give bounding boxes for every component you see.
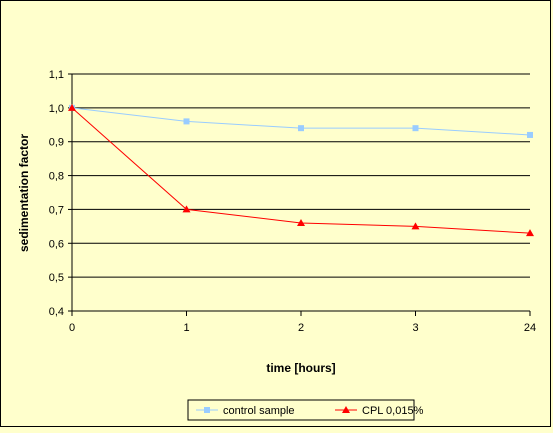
y-axis-title: sedimentation factor	[17, 134, 31, 252]
legend-box	[187, 399, 415, 421]
data-point-triangle	[68, 103, 76, 111]
data-point-square	[527, 131, 533, 138]
legend: control sample CPL 0,015%	[187, 399, 424, 421]
data-point-square	[204, 407, 210, 413]
data-point-square	[412, 125, 419, 132]
legend-label: control sample	[223, 405, 295, 417]
data-point-triangle	[526, 229, 534, 237]
plot-area	[72, 74, 530, 311]
y-tick-label: 0,5	[49, 272, 64, 284]
data-point-square	[183, 118, 190, 125]
y-tick-label: 1,1	[49, 69, 64, 81]
data-point-triangle	[182, 205, 191, 213]
y-tick-label: 0,9	[49, 137, 64, 149]
y-tick-label: 0,6	[49, 238, 64, 250]
plot-background	[72, 74, 530, 311]
legend-label: CPL 0,015%	[362, 405, 424, 417]
x-tick-labels: 0 1 2 3 24	[69, 322, 536, 334]
x-tick-label: 0	[69, 322, 75, 334]
legend-item: CPL 0,015%	[335, 405, 424, 417]
y-tick-label: 0,8	[49, 171, 64, 183]
data-point-triangle	[342, 406, 350, 413]
series-layer	[68, 103, 534, 237]
data-point-triangle	[411, 222, 420, 230]
data-point-triangle	[297, 218, 305, 226]
y-tick-labels: 0,4 0,5 0,6 0,7 0,8 0,9 1,0 1,1	[49, 69, 64, 318]
legend-item: control sample	[196, 405, 295, 417]
y-tick-label: 0,4	[49, 306, 64, 318]
x-tick-label: 1	[183, 322, 189, 334]
x-axis-title: time [hours]	[266, 361, 335, 375]
x-tick-label: 3	[412, 322, 418, 334]
y-tick-label: 1,0	[49, 103, 64, 115]
data-point-square	[298, 125, 304, 132]
series-cpl	[68, 103, 534, 237]
x-tick-label: 24	[524, 322, 536, 334]
y-tick-label: 0,7	[49, 204, 64, 216]
x-tick-label: 2	[298, 322, 304, 334]
